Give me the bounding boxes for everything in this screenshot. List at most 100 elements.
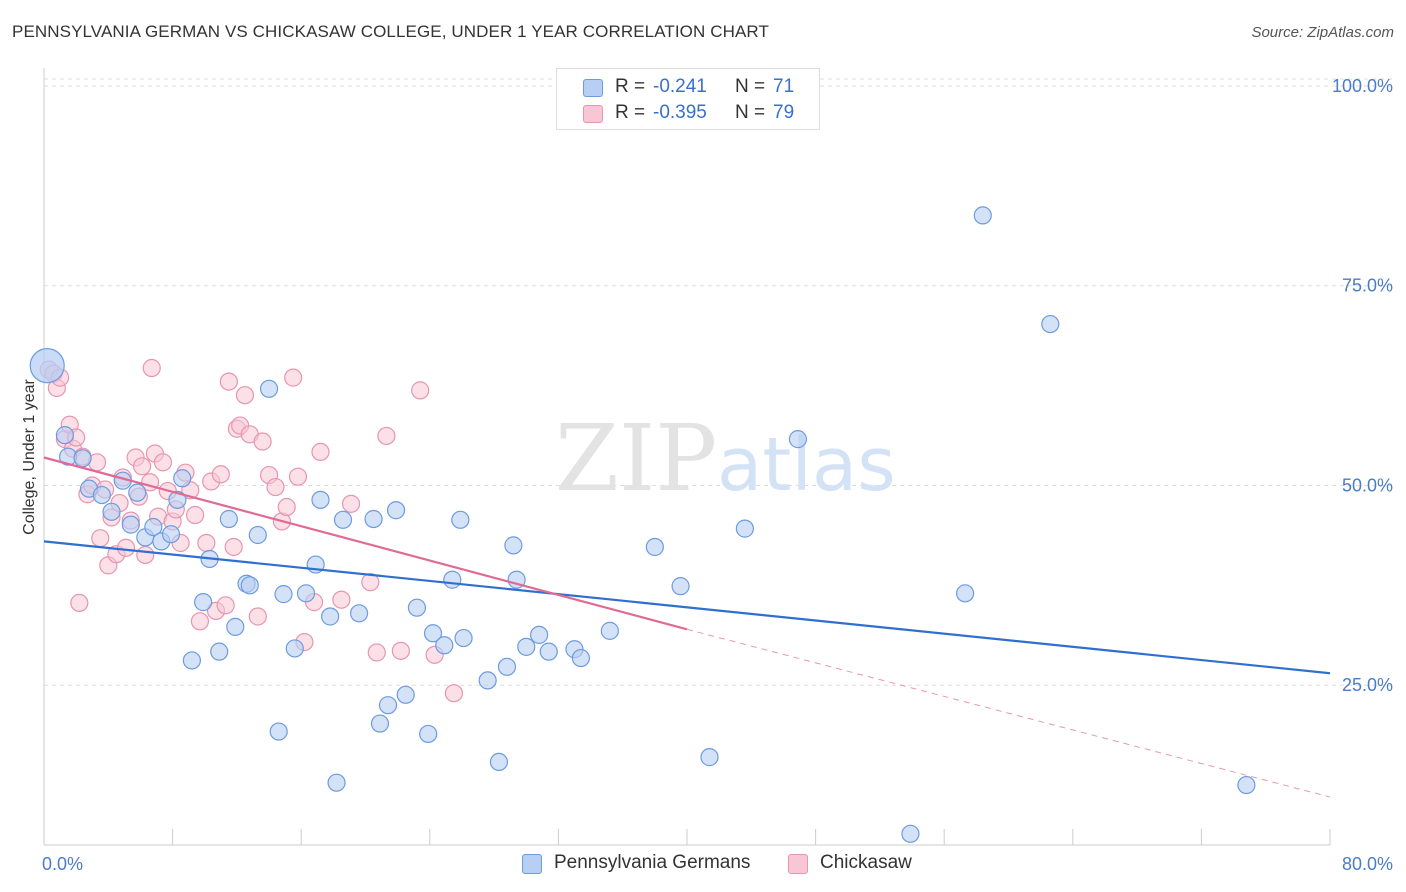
chickasaw-point xyxy=(136,545,155,565)
pennsylvania-germans-point xyxy=(144,517,163,537)
pennsylvania-germans-point xyxy=(530,625,549,644)
pennsylvania-germans-point xyxy=(504,536,523,555)
pennsylvania-germans-point xyxy=(955,584,975,603)
chickasaw-point xyxy=(277,497,296,517)
pennsylvania-germans-point xyxy=(407,598,427,617)
correlation-legend: R = -0.241 N = 71 R = -0.395 N = 79 xyxy=(556,68,820,130)
x-tick-label: 80.0% xyxy=(1342,854,1393,874)
pennsylvania-germans-point xyxy=(700,748,719,767)
pennsylvania-germans-point xyxy=(423,624,443,643)
chickasaw-point xyxy=(266,477,285,497)
chickasaw-point xyxy=(248,607,267,626)
legend-swatch-blue xyxy=(583,79,603,97)
pennsylvania-germans-point xyxy=(168,490,187,509)
pennsylvania-germans-point xyxy=(92,485,111,505)
chickasaw-point xyxy=(284,368,303,387)
pennsylvania-germans-point xyxy=(489,752,509,772)
pennsylvania-germans-point xyxy=(517,637,536,656)
pennsylvania-germans-trend-line xyxy=(43,540,1331,675)
legend-n-value: 71 xyxy=(773,76,795,97)
pennsylvania-germans-point xyxy=(333,510,353,529)
pennsylvania-germans-point xyxy=(55,426,74,445)
pennsylvania-germans-point xyxy=(182,651,201,670)
chickasaw-point xyxy=(253,432,272,451)
chickasaw-point xyxy=(132,457,152,476)
legend-n-value: 79 xyxy=(773,102,795,123)
trend-lines xyxy=(43,456,1331,798)
pennsylvania-germans-point xyxy=(285,639,304,658)
chickasaw-point xyxy=(216,596,235,615)
pennsylvania-germans-point xyxy=(296,584,316,603)
pennsylvania-germans-point xyxy=(327,773,346,792)
y-tick-label: 100.0% xyxy=(1332,76,1393,96)
series-swatch-pink xyxy=(788,854,808,874)
chickasaw-point xyxy=(219,372,238,391)
grid-lines xyxy=(44,78,1392,686)
pennsylvania-germans-point xyxy=(478,671,497,690)
pennsylvania-germans-point xyxy=(194,593,213,612)
chickasaw-point xyxy=(367,643,386,662)
chickasaw-trend-line xyxy=(43,456,688,631)
series-label: Chickasaw xyxy=(820,852,912,873)
series-legend: Pennsylvania Germans Chickasaw xyxy=(0,852,1406,878)
chickasaw-trend-extension xyxy=(686,628,1331,798)
pennsylvania-germans-point xyxy=(671,577,690,596)
pennsylvania-germans-point xyxy=(321,607,340,626)
y-tick-label: 75.0% xyxy=(1342,276,1393,296)
legend-r-label: R = xyxy=(615,102,646,123)
chickasaw-point xyxy=(190,612,210,631)
pennsylvania-germans-point xyxy=(161,525,181,544)
chickasaw-point xyxy=(224,537,243,557)
pennsylvania-germans-point xyxy=(539,642,558,661)
chickasaw-point xyxy=(377,426,396,446)
chickasaw-point xyxy=(91,529,110,548)
pennsylvania-germans-point xyxy=(29,348,65,384)
pennsylvania-germans-point xyxy=(173,469,192,488)
pennsylvania-germans-point xyxy=(1041,314,1060,334)
pennsylvania-germans-point xyxy=(435,636,454,655)
chickasaw-point xyxy=(311,442,330,462)
pennsylvania-germans-point xyxy=(378,696,398,715)
pennsylvania-germans-point xyxy=(1237,775,1256,795)
y-tick-label: 25.0% xyxy=(1342,675,1393,695)
source-label: Source: ZipAtlas.com xyxy=(1251,24,1394,41)
chickasaw-point xyxy=(197,533,216,553)
pennsylvania-germans-point xyxy=(364,509,383,529)
chickasaw-point xyxy=(235,386,255,405)
watermark-zip: ZIP xyxy=(555,405,717,512)
legend-n-label: N = xyxy=(735,102,766,123)
legend-r-value: -0.241 xyxy=(653,76,707,97)
tick-labels: 25.0% 50.0% 75.0% 100.0% 0.0% 80.0% College, U… xyxy=(21,76,1393,874)
pennsylvania-germans-point xyxy=(274,585,293,604)
watermark: ZIP atlas xyxy=(555,405,896,512)
pennsylvania-germans-point xyxy=(128,483,147,502)
legend-swatch-pink xyxy=(583,105,603,123)
chickasaw-point xyxy=(211,465,230,484)
chickasaw-point xyxy=(116,538,136,557)
chickasaw-point xyxy=(288,467,308,486)
chickasaw-point xyxy=(142,358,161,378)
x-tick-label: 0.0% xyxy=(42,854,83,874)
pennsylvania-germans-point xyxy=(443,570,462,589)
y-axis-title: College, Under 1 year xyxy=(21,379,38,535)
y-tick-label: 50.0% xyxy=(1342,475,1393,495)
pennsylvania-germans-point xyxy=(226,617,245,636)
pennsylvania-germans-point xyxy=(645,537,664,557)
chickasaw-point xyxy=(186,505,205,525)
pennsylvania-germans-point xyxy=(451,510,470,529)
pennsylvania-germans-point xyxy=(248,525,267,545)
pennsylvania-germans-point xyxy=(788,430,808,449)
pennsylvania-germans-point xyxy=(600,621,619,640)
pennsylvania-germans-point xyxy=(73,449,92,468)
axes xyxy=(43,68,1331,846)
pennsylvania-germans-point xyxy=(121,515,140,534)
watermark-atlas: atlas xyxy=(717,422,896,508)
chickasaw-point xyxy=(70,593,89,613)
pennsylvania-germans-point xyxy=(973,206,992,225)
pennsylvania-germans-point xyxy=(210,642,229,661)
pennsylvania-germans-point xyxy=(269,722,288,741)
pennsylvania-germans-point xyxy=(901,824,920,843)
pennsylvania-germans-point xyxy=(419,724,438,744)
legend-r-label: R = xyxy=(615,76,646,97)
